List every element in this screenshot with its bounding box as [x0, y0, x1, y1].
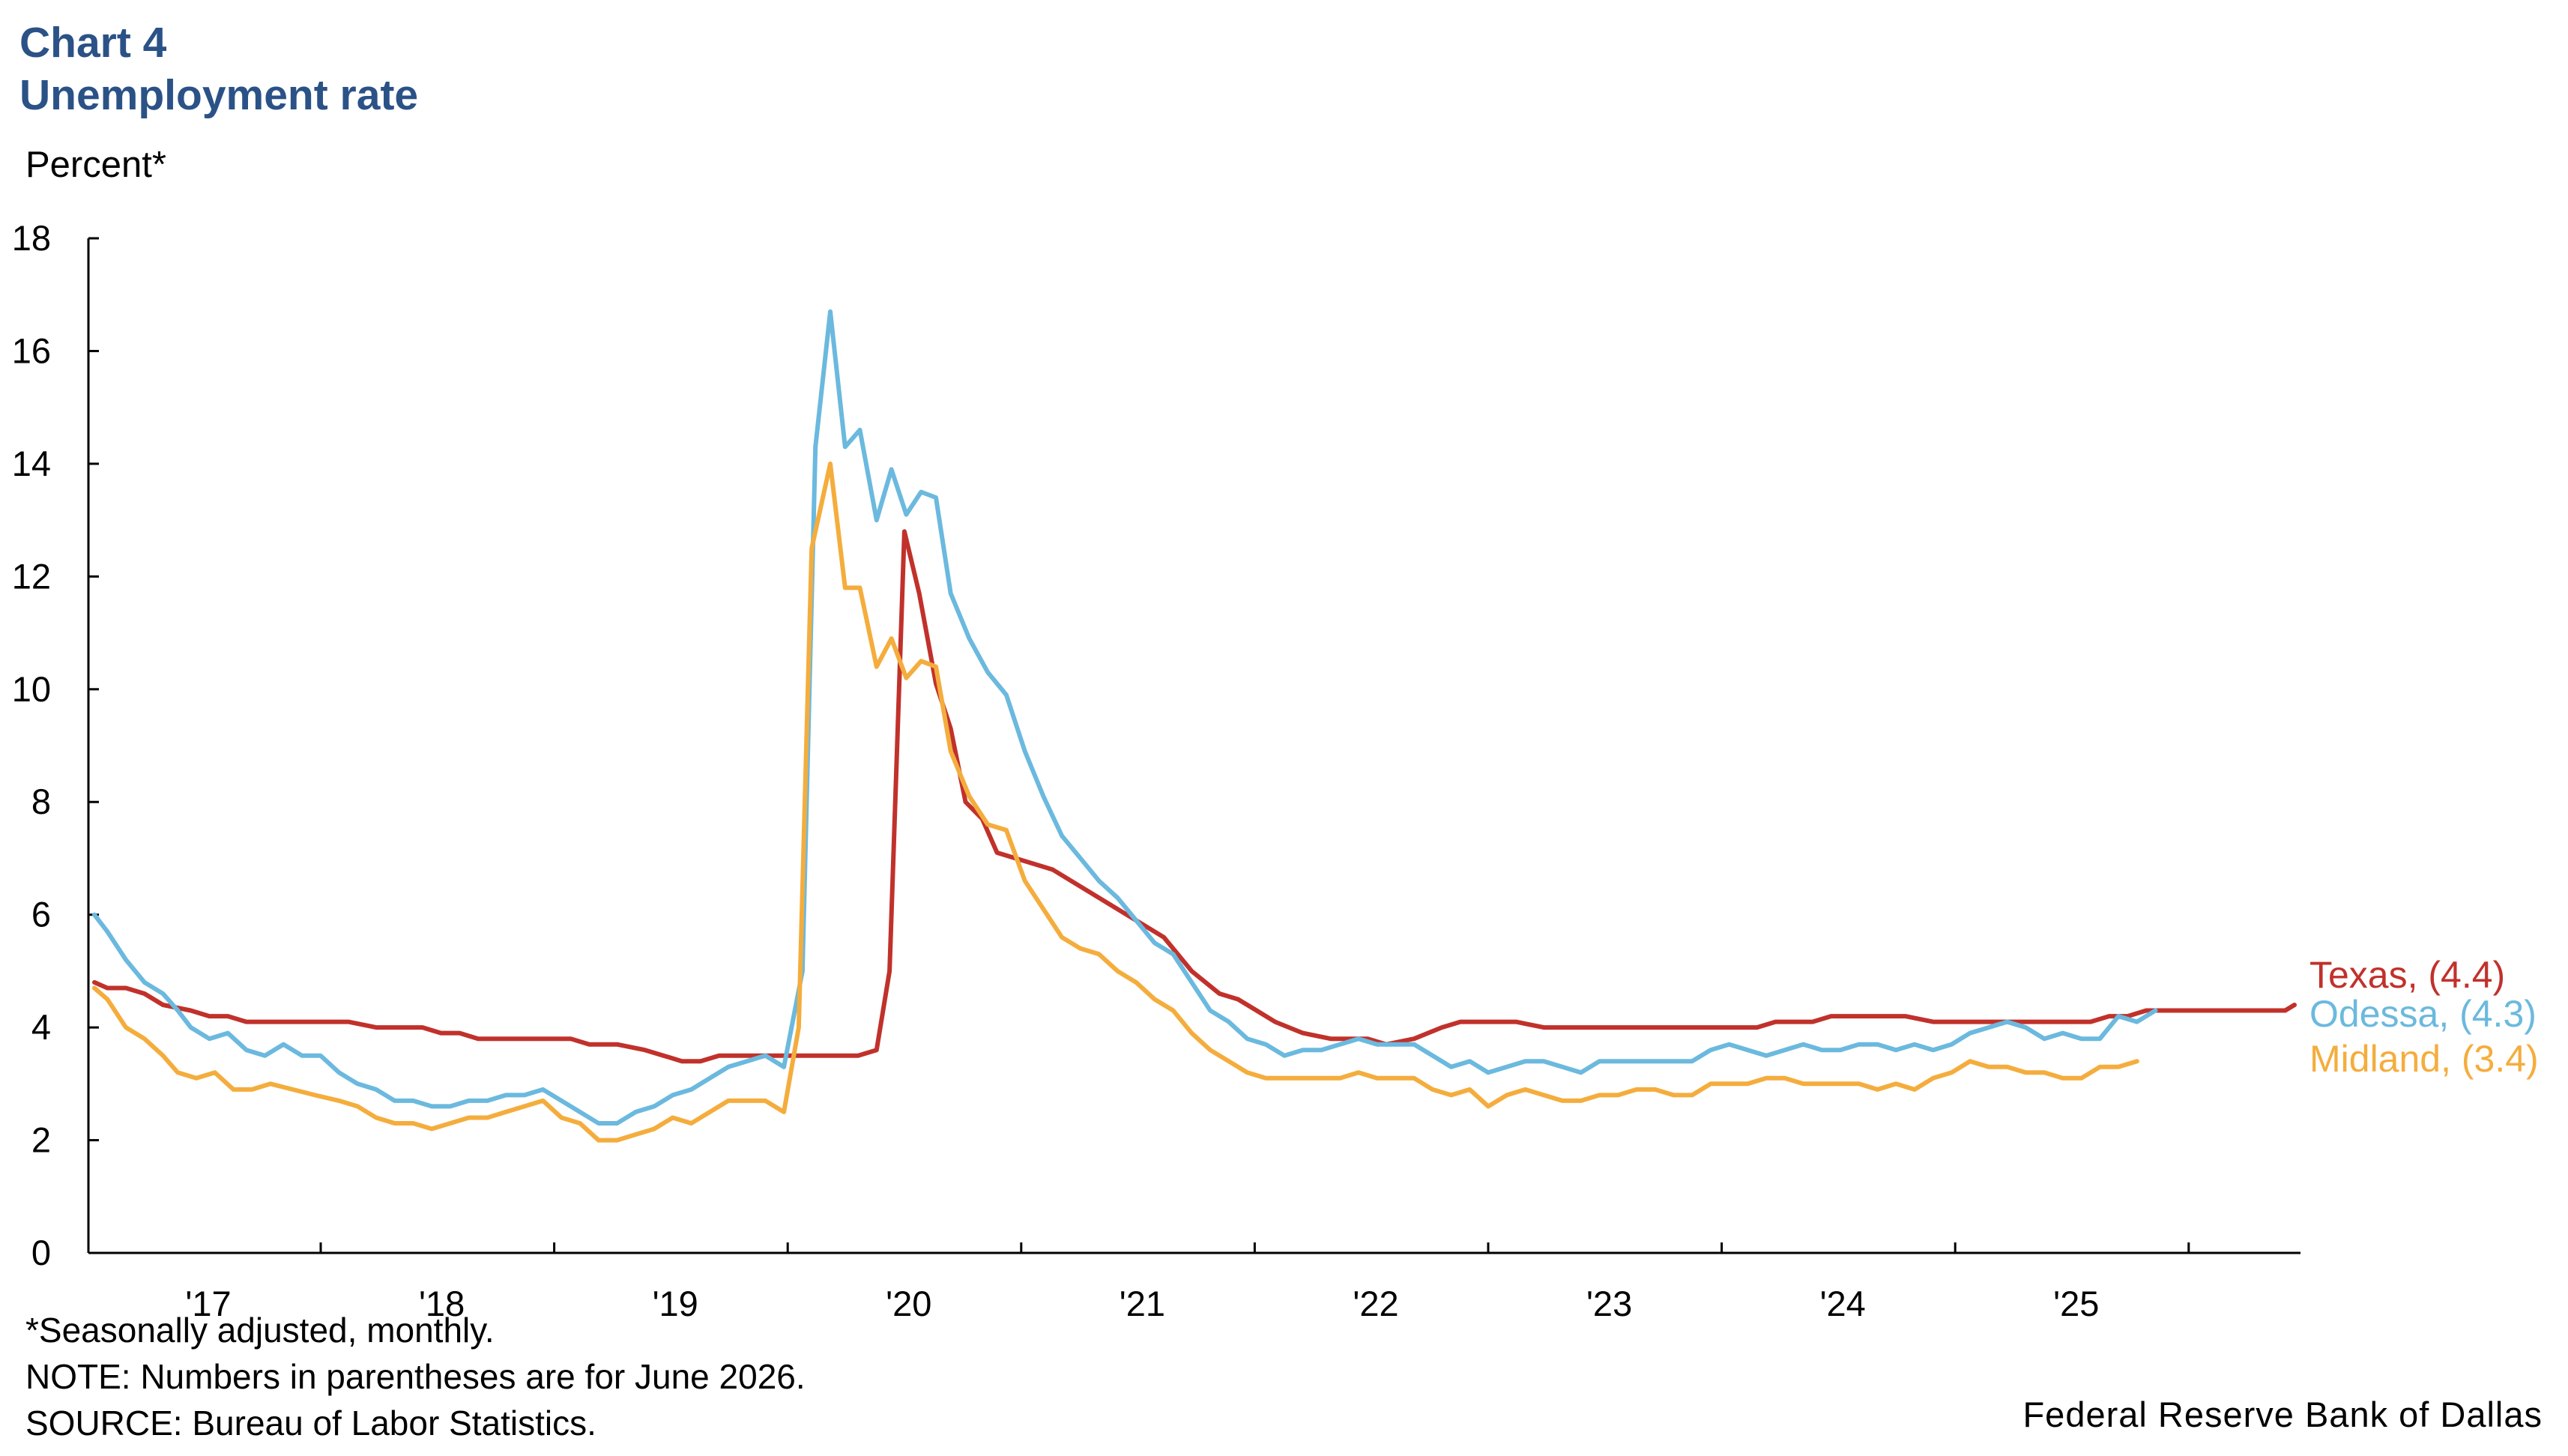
y-tick-label: 4 — [31, 1007, 51, 1047]
y-tick-label: 18 — [12, 218, 51, 258]
series-label-texas: Texas, (4.4) — [2309, 954, 2505, 996]
x-tick-label: '22 — [1353, 1284, 1398, 1323]
series-line-texas — [92, 529, 2297, 1064]
x-tick-label: '20 — [886, 1284, 931, 1323]
axes: 0 2 4 6 8 10 12 14 16 18 '17 '18 '19 '20 '21 '22 '23 '24 '… — [12, 218, 2300, 1323]
notes-block: *Seasonally adjusted, monthly. NOTE: Num… — [25, 1307, 806, 1446]
y-axis-unit-label: Percent* — [25, 145, 166, 185]
y-tick-label: 14 — [12, 444, 51, 483]
x-tick-label: '21 — [1120, 1284, 1165, 1323]
series-lines — [92, 309, 2297, 1143]
title-block: Chart 4 Unemployment rate — [19, 16, 418, 121]
x-tick-label: '24 — [1820, 1284, 1866, 1323]
series-label-midland: Midland, (3.4) — [2309, 1038, 2539, 1080]
source: SOURCE: Bureau of Labor Statistics. — [25, 1404, 596, 1443]
credit: Federal Reserve Bank of Dallas — [2022, 1395, 2543, 1434]
y-tick-label: 16 — [12, 330, 51, 370]
y-tick-label: 10 — [12, 669, 51, 709]
series-end-labels: Texas, (4.4)Odessa, (4.3)Midland, (3.4) — [2309, 954, 2539, 1080]
y-tick-label: 6 — [31, 895, 51, 934]
footnote: *Seasonally adjusted, monthly. — [25, 1311, 495, 1350]
x-tick-label: '25 — [2053, 1284, 2099, 1323]
y-tick-label: 0 — [31, 1233, 51, 1272]
series-line-odessa — [92, 309, 2158, 1126]
x-tick-label: '17 — [185, 1284, 231, 1323]
x-tick-label: '19 — [653, 1284, 698, 1323]
x-tick-label: '18 — [419, 1284, 465, 1323]
series-line-midland — [92, 461, 2139, 1143]
y-tick-label: 12 — [12, 556, 51, 596]
chart-title: Unemployment rate — [19, 71, 419, 119]
series-label-odessa: Odessa, (4.3) — [2309, 993, 2537, 1035]
y-tick-label: 2 — [31, 1120, 51, 1160]
x-tick-label: '23 — [1586, 1284, 1632, 1323]
chart-number: Chart 4 — [19, 19, 167, 67]
y-tick-label: 8 — [31, 782, 51, 821]
note: NOTE: Numbers in parentheses are for Jun… — [25, 1357, 806, 1396]
